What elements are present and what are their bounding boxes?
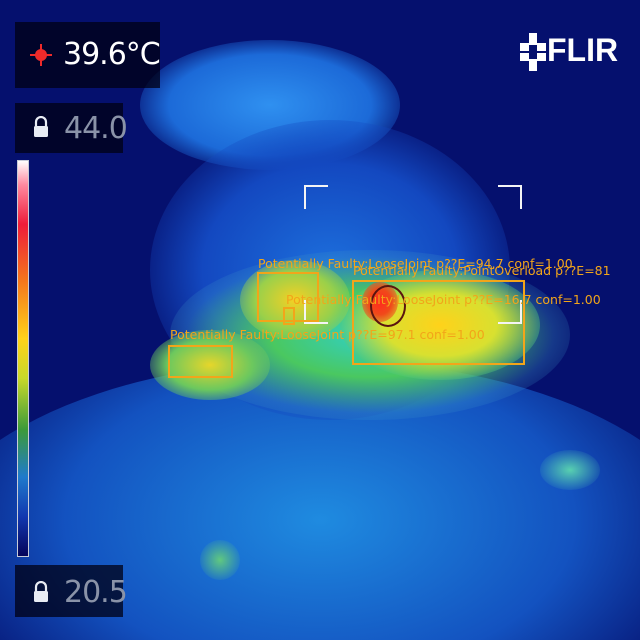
flir-logo-icon: [520, 33, 546, 71]
spot-temperature-value: 39.6°C: [63, 37, 160, 72]
detection-label: Potentially Faulty:PointOverload p??E=81: [353, 265, 611, 278]
range-min-value: 20.5: [64, 575, 127, 610]
range-max-value: 44.0: [64, 111, 127, 146]
detection-box[interactable]: [283, 307, 295, 325]
lock-icon: [32, 116, 50, 138]
lock-icon: [32, 581, 50, 603]
range-min-panel: 20.5: [15, 565, 123, 617]
detection-label: Potentially Faulty:LooseJoint p??E=97.1 …: [170, 329, 485, 342]
detection-box[interactable]: [168, 345, 233, 378]
spot-temperature-panel: 39.6°C: [15, 22, 160, 88]
flir-logo-text: FLIR: [547, 34, 618, 66]
range-max-panel: 44.0: [15, 103, 123, 153]
color-scale-bar: [17, 160, 29, 557]
flir-logo: FLIR: [520, 32, 615, 72]
detection-label: Potentially Faulty:LooseJoint p??E=16.7 …: [286, 294, 601, 307]
crosshair-icon: [29, 43, 53, 67]
